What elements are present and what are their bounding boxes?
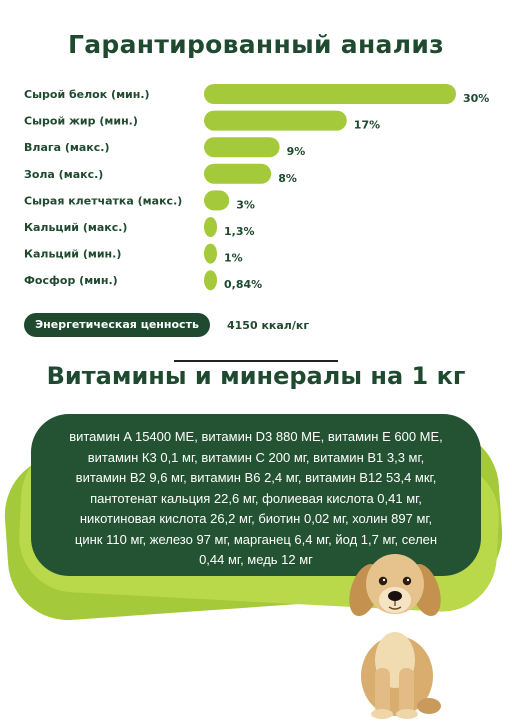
vitamins-line: 0,44 мг, медь 12 мг bbox=[199, 552, 313, 567]
category-label: Фосфор (мин.) bbox=[24, 274, 118, 287]
value-label: 3% bbox=[236, 198, 255, 211]
energy-label-pill: Энергетическая ценность bbox=[24, 313, 210, 337]
category-label: Влага (макс.) bbox=[24, 141, 110, 154]
energy-value: 4150 ккал/кг bbox=[227, 319, 310, 332]
value-label: 1,3% bbox=[224, 225, 255, 238]
vitamins-line: витамин В2 9,6 мг, витамин В6 2,4 мг, ви… bbox=[75, 470, 437, 485]
bar bbox=[204, 243, 217, 264]
bar bbox=[204, 190, 230, 211]
value-label: 1% bbox=[224, 252, 243, 265]
category-label: Сырой белок (мин.) bbox=[24, 88, 150, 101]
vitamins-box bbox=[31, 414, 481, 576]
value-label: 9% bbox=[287, 145, 306, 158]
category-label: Сырая клетчатка (макс.) bbox=[24, 194, 182, 207]
vitamins-line: витамин A 15400 МЕ, витамин D3 880 МЕ, в… bbox=[69, 429, 443, 444]
puppy-illustration bbox=[349, 554, 441, 719]
bar bbox=[204, 110, 347, 131]
category-label: Кальций (мин.) bbox=[24, 248, 121, 261]
vitamins-line: пантотенат кальция 22,6 мг, фолиевая кис… bbox=[90, 490, 422, 506]
bar bbox=[204, 163, 272, 184]
section-divider bbox=[174, 360, 338, 362]
value-label: 8% bbox=[278, 172, 297, 185]
vitamins-title: Витамины и минералы на 1 кг bbox=[46, 362, 466, 390]
value-label: 30% bbox=[463, 92, 489, 105]
vitamins-text: витамин A 15400 МЕ, витамин D3 880 МЕ, в… bbox=[36, 427, 476, 571]
category-label: Кальций (макс.) bbox=[24, 221, 127, 234]
vitamins-line: никотиновая кислота 26,2 мг, биотин 0,02… bbox=[79, 511, 433, 526]
category-label: Зола (макс.) bbox=[24, 168, 103, 181]
value-label: 0,84% bbox=[224, 278, 262, 291]
value-label: 17% bbox=[354, 119, 380, 132]
analysis-bar-chart: Сырой белок (мин.) 30% Сырой жир (мин.) 17%… bbox=[24, 84, 489, 291]
bar bbox=[204, 270, 217, 291]
bar bbox=[204, 137, 280, 158]
bar bbox=[204, 217, 217, 237]
vitamins-line: цинк 110 мг, железо 97 мг, марганец 6,4 … bbox=[74, 531, 438, 547]
analysis-title: Гарантированный анализ bbox=[68, 30, 444, 59]
vitamins-line: витамин К3 0,1 мг, витамин С 200 мг, вит… bbox=[87, 449, 425, 465]
bar bbox=[204, 84, 456, 104]
category-label: Сырой жир (мин.) bbox=[24, 115, 138, 128]
